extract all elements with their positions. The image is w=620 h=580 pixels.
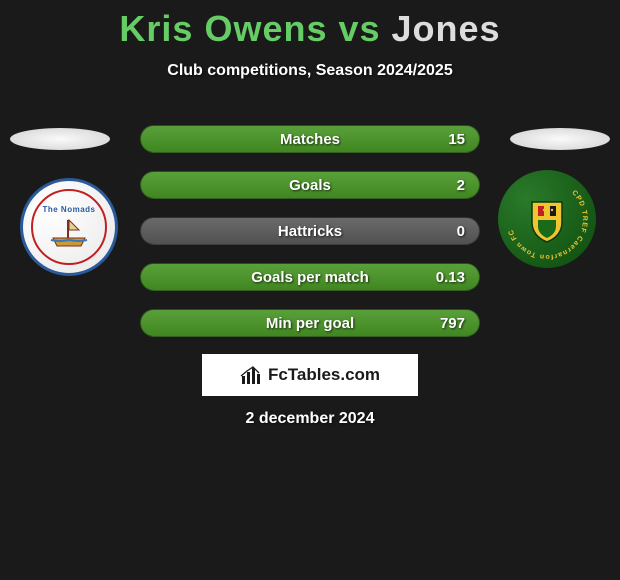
stat-label: Goals per match bbox=[251, 269, 369, 286]
subtitle: Club competitions, Season 2024/2025 bbox=[0, 62, 620, 80]
stat-bar-goals-per-match: Goals per match 0.13 bbox=[140, 263, 480, 291]
stat-bar-goals: Goals 2 bbox=[140, 171, 480, 199]
ship-icon bbox=[49, 216, 89, 250]
stat-label: Goals bbox=[289, 177, 331, 194]
club-badge-left-text: The Nomads bbox=[42, 205, 95, 214]
stat-value: 15 bbox=[448, 131, 465, 148]
player-right-shadow-ellipse bbox=[510, 128, 610, 150]
stat-bar-hattricks: Hattricks 0 bbox=[140, 217, 480, 245]
stat-value: 797 bbox=[440, 315, 465, 332]
stat-label: Min per goal bbox=[266, 315, 354, 332]
stat-bar-matches: Matches 15 bbox=[140, 125, 480, 153]
club-badge-right: CPD TREF Caernarfon Town FC bbox=[498, 170, 596, 268]
fctables-watermark: FcTables.com bbox=[202, 354, 418, 396]
club-badge-left-inner: The Nomads bbox=[31, 189, 107, 265]
stat-label: Hattricks bbox=[278, 223, 342, 240]
bar-chart-icon bbox=[240, 364, 262, 386]
stat-label: Matches bbox=[280, 131, 340, 148]
date-text: 2 december 2024 bbox=[0, 410, 620, 428]
club-badge-right-inner: CPD TREF Caernarfon Town FC bbox=[504, 176, 590, 262]
club-badge-left: The Nomads bbox=[20, 178, 118, 276]
title-left-span: Kris Owens vs bbox=[119, 8, 391, 49]
stats-container: Matches 15 Goals 2 Hattricks 0 Goals per match… bbox=[140, 125, 480, 355]
fctables-text: FcTables.com bbox=[268, 365, 380, 385]
player-left-shadow-ellipse bbox=[10, 128, 110, 150]
title-right-span: Jones bbox=[392, 8, 501, 49]
stat-value: 0 bbox=[457, 223, 465, 240]
stat-value: 0.13 bbox=[436, 269, 465, 286]
page-title: Kris Owens vs Jones Kris Owens vs Jones bbox=[0, 0, 620, 50]
stat-bar-min-per-goal: Min per goal 797 bbox=[140, 309, 480, 337]
stat-value: 2 bbox=[457, 177, 465, 194]
